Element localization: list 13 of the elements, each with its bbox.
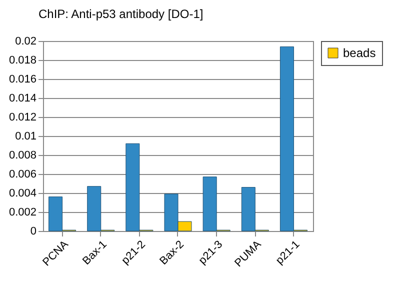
y-tick-label: 0.016 xyxy=(8,74,36,86)
y-tick-label: 0.018 xyxy=(8,54,36,66)
y-tick-label: 0.002 xyxy=(8,206,36,218)
legend-label: beads xyxy=(343,46,376,60)
y-tick-label: 0.012 xyxy=(8,112,36,124)
y-tick-label: 0.006 xyxy=(8,168,36,180)
chart-title: ChIP: Anti-p53 antibody [DO-1] xyxy=(38,7,204,21)
y-tick-label: 0.02 xyxy=(15,36,36,48)
y-tick-label: 0.014 xyxy=(8,92,36,104)
y-tick-label: 0 xyxy=(30,226,36,238)
y-tick-label: 0.004 xyxy=(8,188,36,200)
y-tick-label: 0.01 xyxy=(15,130,36,142)
y-tick-label: 0.008 xyxy=(8,150,36,162)
